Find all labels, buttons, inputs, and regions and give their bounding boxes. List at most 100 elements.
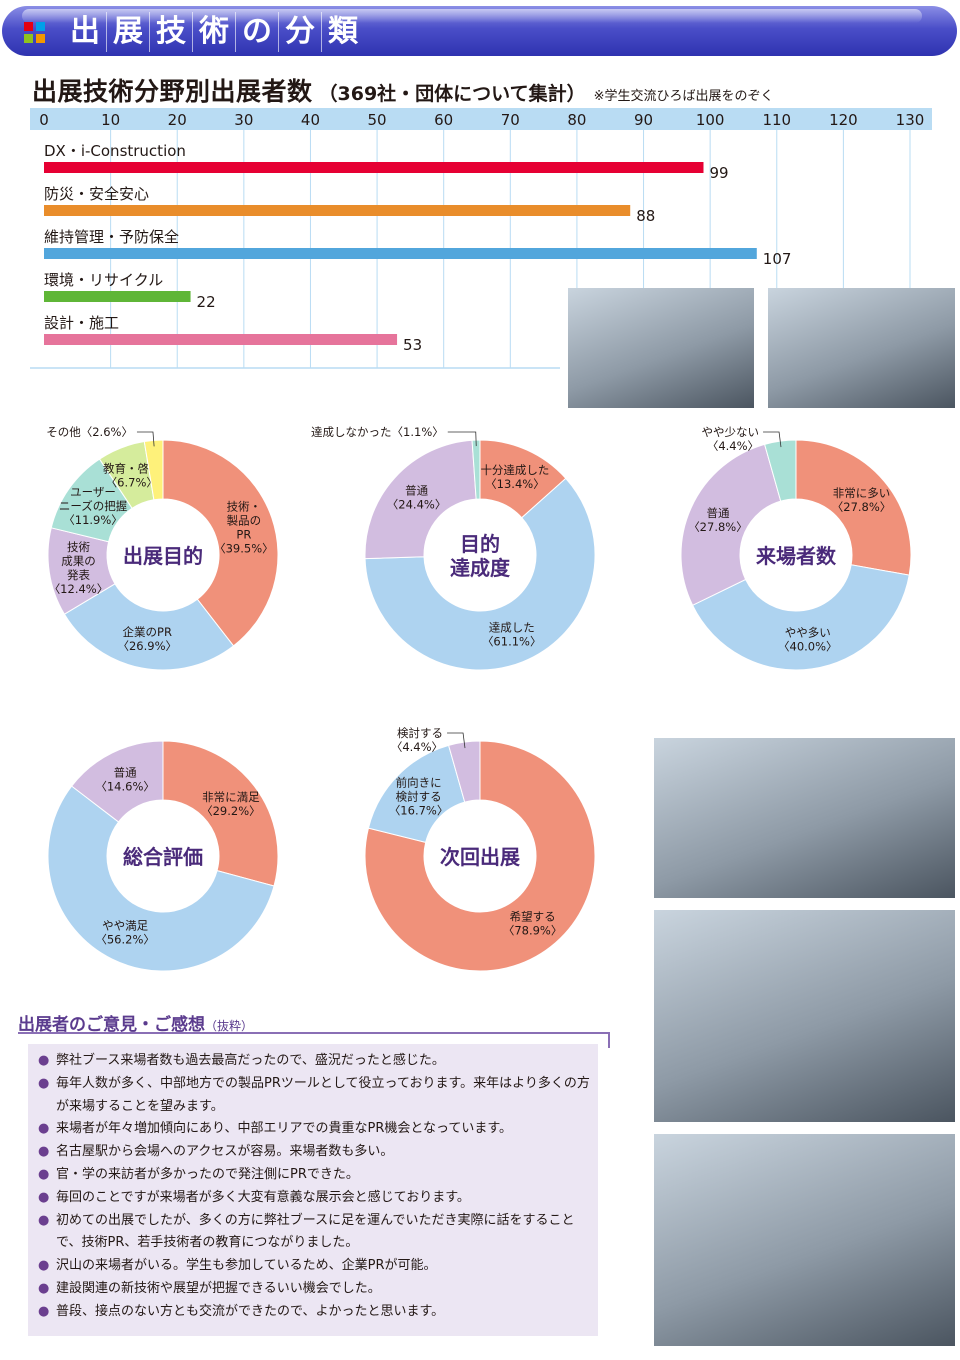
- slice-label-line: その他〈2.6%〉: [46, 425, 133, 439]
- bar-chart-title-row: 出展技術分野別出展者数 （369社・団体について集計） ※学生交流ひろば出展をのぞく: [32, 72, 774, 108]
- slice-label-line: 普通: [405, 484, 428, 498]
- comment-item: 普段、接点のない方とも交流ができたので、よかったと思います。: [38, 1301, 590, 1324]
- bar-value-label: 22: [197, 293, 216, 311]
- slice-label-line: 教育・啓発: [103, 461, 161, 475]
- header-char: 展: [107, 12, 150, 52]
- slice-label-line: 技術: [67, 540, 90, 554]
- comment-item: 沢山の来場者がいる。学生も参加しているため、企業PRが可能。: [38, 1255, 590, 1278]
- slice-label-line: 〈24.4%〉: [387, 498, 447, 512]
- slice-label-line: 普通: [706, 506, 729, 520]
- donut-slice: [70, 740, 164, 823]
- slice-label-line: 普通: [114, 765, 137, 779]
- x-tick-label: 20: [168, 111, 187, 129]
- slice-label-line: 〈4.4%〉: [707, 439, 759, 453]
- comments-title: 出展者のご意見・ご感想（抜粋）: [18, 1010, 253, 1035]
- slice-label: 普通〈27.8%〉: [688, 506, 748, 534]
- bar-chart-subtitle: （369社・団体について集計）: [318, 83, 586, 105]
- donut-slice: [47, 785, 275, 972]
- comment-item: 毎回のことですが来場者が多く大変有意義な展示会と感じております。: [38, 1187, 590, 1210]
- x-tick-label: 10: [101, 111, 120, 129]
- donut-chart: 非常に多い〈27.8%〉やや多い〈40.0%〉 普通〈27.8%〉 やや少ない〈4.…: [680, 425, 912, 671]
- slice-label-line: 〈40.0%〉: [778, 640, 838, 654]
- slice-label: 非常に満足〈29.2%〉: [201, 790, 261, 818]
- x-tick-label: 120: [829, 111, 858, 129]
- slice-label-line: 〈14.6%〉: [95, 779, 155, 793]
- header-char: の: [236, 12, 279, 52]
- x-tick-label: 40: [301, 111, 320, 129]
- grid-logo-icon: [24, 22, 46, 44]
- bar: [44, 334, 398, 345]
- donut-slice: [691, 564, 910, 671]
- donut-slice: [364, 477, 596, 671]
- photo-crowded-hall: [654, 1134, 955, 1346]
- comments-title-suffix: （抜粋）: [205, 1019, 254, 1033]
- donut-center-title-line: 出展目的: [123, 544, 203, 568]
- x-tick-label: 90: [634, 111, 653, 129]
- comments-title-text: 出展者のご意見・ご感想: [18, 1015, 205, 1035]
- comment-item: 毎年人数が多く、中部地方での製品PRツールとして役立っております。来年はより多く…: [38, 1073, 590, 1119]
- x-tick-label: 50: [368, 111, 387, 129]
- bar: [44, 205, 631, 216]
- slice-label: 十分達成した〈13.4%〉: [480, 463, 549, 491]
- x-tick-label: 110: [762, 111, 791, 129]
- header-char: 術: [193, 12, 236, 52]
- x-tick-label: 30: [234, 111, 253, 129]
- donut-center-title-line: 達成度: [450, 556, 511, 580]
- donut-center-title: 出展目的: [123, 544, 203, 568]
- slice-label-line: ユーザー: [70, 485, 116, 499]
- bar-category-label: 設計・施工: [44, 314, 119, 332]
- donut-center-title-line: 総合評価: [123, 845, 203, 869]
- donut-chart: 希望する〈78.9%〉 前向きに検討する〈16.7%〉 検討する〈4.4%〉次回出展: [364, 726, 596, 972]
- leader-line: [447, 431, 477, 447]
- donut-center-title: 目的達成度: [450, 532, 511, 580]
- donut-slice: [447, 740, 481, 803]
- donut-slice: [63, 583, 235, 671]
- slice-label-line: 達成した: [489, 620, 535, 634]
- slice-label-line: やや多い: [785, 626, 831, 640]
- comments-box: 弊社ブース来場者数も過去最高だったので、盛況だったと感じた。 毎年人数が多く、中…: [28, 1044, 598, 1336]
- slice-label-line: 〈78.9%〉: [503, 923, 563, 937]
- header-gloss: [22, 9, 922, 23]
- bar-category-label: DX・i-Construction: [44, 142, 186, 160]
- donut-center-title: 次回出展: [440, 845, 520, 869]
- donut-slice: [162, 740, 279, 887]
- x-tick-label: 60: [434, 111, 453, 129]
- leader-line: [447, 732, 466, 749]
- donut-slice: [763, 439, 797, 502]
- donut-slice: [364, 740, 596, 972]
- slice-label: 教育・啓発〈6.7%〉: [103, 461, 161, 489]
- donut-chart: 十分達成した〈13.4%〉達成した〈61.1%〉 普通〈24.4%〉 達成しなかった…: [311, 425, 596, 671]
- comment-item: 官・学の来訪者が多かったので発注側にPRできた。: [38, 1164, 590, 1187]
- donut-center-title-line: 目的: [460, 532, 500, 556]
- bar-value-label: 99: [709, 164, 728, 182]
- slice-label-line: 〈27.8%〉: [688, 520, 748, 534]
- slice-label-line: 非常に満足: [202, 790, 260, 804]
- slice-label: 希望する〈78.9%〉: [503, 909, 563, 937]
- slice-label: 達成した〈61.1%〉: [482, 620, 542, 648]
- slice-label-line: 製品の: [227, 513, 262, 527]
- bar-category-label: 防災・安全安心: [44, 185, 149, 203]
- slice-label-line: 〈4.4%〉: [391, 740, 443, 754]
- donut-slice: [471, 439, 481, 500]
- section-header: 出 展 技 術 の 分 類: [2, 2, 957, 60]
- slice-label: 前向きに検討する〈16.7%〉: [389, 775, 449, 817]
- slice-label: 検討する〈4.4%〉: [391, 726, 443, 754]
- header-char: 類: [328, 14, 358, 49]
- axis-band: [30, 108, 932, 130]
- slice-label-line: 〈56.2%〉: [95, 933, 155, 947]
- donut-center-title-line: 次回出展: [440, 845, 520, 869]
- header-char: 出: [64, 12, 107, 52]
- donut-slice: [795, 439, 912, 576]
- bar-category-label: 環境・リサイクル: [44, 271, 163, 289]
- slice-label-line: 〈13.4%〉: [485, 477, 545, 491]
- slice-label: やや多い〈40.0%〉: [778, 626, 838, 654]
- donut-center-title: 来場者数: [755, 544, 837, 568]
- donut-slice: [680, 443, 782, 606]
- photo-visitor-booth: [654, 738, 955, 898]
- donut-chart: 非常に満足〈29.2%〉やや満足〈56.2%〉普通〈14.6%〉総合評価: [47, 740, 279, 972]
- donut-slice: [143, 439, 164, 501]
- photo-exhibit-vehicle: [568, 288, 754, 408]
- slice-label-line: 非常に多い: [833, 486, 891, 500]
- donut-center-title: 総合評価: [123, 845, 203, 869]
- slice-label: やや少ない〈4.4%〉: [702, 425, 760, 453]
